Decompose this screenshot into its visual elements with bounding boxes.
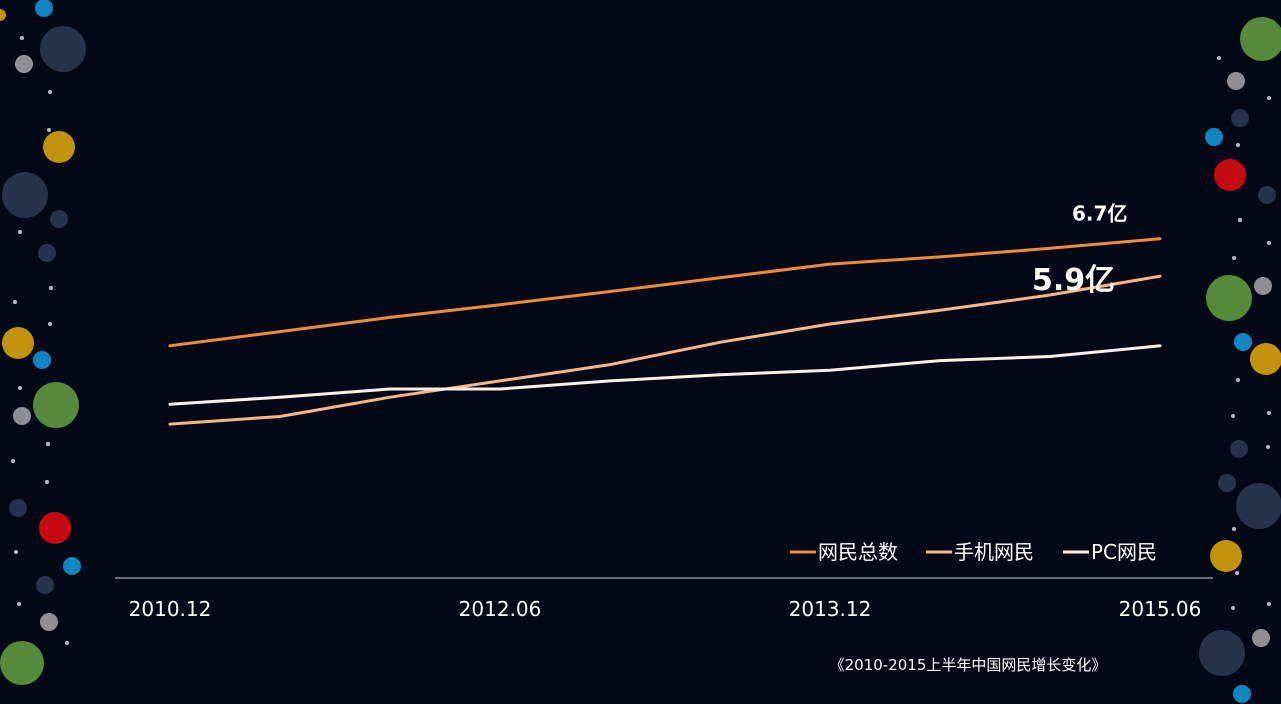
decor-dot: [1266, 445, 1270, 449]
decor-bubble: [39, 512, 71, 544]
decor-bubble: [43, 131, 75, 163]
decor-bubble: [33, 382, 79, 428]
decor-dot: [13, 300, 17, 304]
legend-label: 网民总数: [818, 540, 898, 564]
decor-bubble: [35, 0, 53, 17]
decor-dot: [1235, 571, 1239, 575]
decor-bubble: [1218, 474, 1236, 492]
decor-bubble: [1199, 630, 1245, 676]
decor-bubble: [1236, 483, 1281, 529]
decor-dot: [1236, 378, 1240, 382]
decor-bubble: [1234, 333, 1252, 351]
decor-bubble: [40, 613, 58, 631]
decor-dot: [1232, 256, 1236, 260]
decor-bubble: [13, 407, 31, 425]
decor-bubble: [63, 557, 81, 575]
decor-dot: [48, 322, 52, 326]
decor-dot: [1238, 218, 1242, 222]
data-annotations: 6.7亿 5.9亿: [1032, 202, 1127, 299]
decor-dot: [1231, 414, 1235, 418]
decor-bubble: [1227, 72, 1245, 90]
decor-bubble: [38, 244, 56, 262]
decor-bubble: [1233, 685, 1251, 703]
x-tick-label: 2010.12: [129, 597, 212, 621]
decor-bubble: [1254, 277, 1272, 295]
decor-dot: [49, 286, 53, 290]
decor-bubble: [2, 172, 48, 218]
chart-caption: 《2010-2015上半年中国网民增长变化》: [830, 656, 1107, 674]
decor-dot: [47, 128, 51, 132]
decor-bubble: [15, 55, 33, 73]
decor-bubble: [2, 327, 34, 359]
decor-bubble: [1258, 186, 1276, 204]
decor-bubble: [0, 641, 44, 685]
decor-dot: [18, 386, 22, 390]
legend-label: PC网民: [1091, 540, 1157, 564]
decor-dot: [18, 230, 22, 234]
decor-bubble: [1231, 109, 1249, 127]
decor-bubble: [50, 210, 68, 228]
series-lines: [168, 237, 1162, 426]
decor-dot: [1236, 143, 1240, 147]
decor-dot: [1267, 602, 1271, 606]
decor-bubble: [1214, 159, 1246, 191]
decor-bubble: [1250, 343, 1281, 375]
legend-item: 手机网民: [926, 540, 1034, 564]
decor-bubble: [1210, 540, 1242, 572]
decor-bubble: [33, 351, 51, 369]
decor-dot: [1231, 606, 1235, 610]
legend-label: 手机网民: [954, 540, 1034, 564]
decor-bubble: [1240, 17, 1281, 61]
chart-legend: 网民总数 手机网民 PC网民: [790, 540, 1157, 564]
series-line-0: [168, 237, 1162, 348]
x-axis-ticks: 2010.12 2012.06 2013.12 2015.06: [129, 597, 1202, 621]
series-line-1: [168, 274, 1162, 426]
decor-dot: [45, 480, 49, 484]
decor-bubble: [40, 26, 86, 72]
legend-item: 网民总数: [790, 540, 898, 564]
decor-dot: [14, 550, 18, 554]
decor-dot: [1217, 56, 1221, 60]
decor-dot: [17, 602, 21, 606]
decor-bubble: [36, 576, 54, 594]
decor-bubble: [0, 9, 6, 21]
decor-bubble: [1252, 629, 1270, 647]
decor-dot: [1267, 96, 1271, 100]
x-tick-label: 2015.06: [1119, 597, 1202, 621]
x-tick-label: 2013.12: [789, 597, 872, 621]
annotation-label: 6.7亿: [1072, 202, 1127, 226]
decor-bubble: [1205, 128, 1223, 146]
decor-dot: [1267, 241, 1271, 245]
decor-bubble: [1206, 275, 1252, 321]
decor-bubble: [9, 499, 27, 517]
series-line-2: [168, 344, 1162, 406]
decor-dot: [46, 442, 50, 446]
decor-dot: [11, 459, 15, 463]
legend-item: PC网民: [1063, 540, 1157, 564]
annotation-label: 5.9亿: [1032, 263, 1115, 298]
decor-dot: [20, 36, 24, 40]
x-tick-label: 2012.06: [459, 597, 542, 621]
decor-bubble: [1230, 440, 1248, 458]
decor-dot: [1232, 527, 1236, 531]
decor-dot: [1267, 411, 1271, 415]
decor-dot: [65, 641, 69, 645]
decor-dot: [48, 90, 52, 94]
